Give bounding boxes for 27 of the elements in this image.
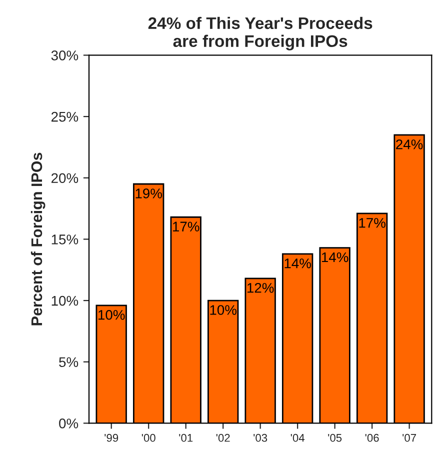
y-tick-label: 25% — [51, 112, 78, 122]
x-tick-label: '01 — [179, 434, 193, 442]
x-tick-label: '06 — [365, 434, 379, 442]
data-label: 17% — [172, 222, 200, 232]
data-label: 12% — [247, 282, 274, 293]
data-label: 10% — [210, 305, 236, 315]
data-label: 17% — [359, 218, 386, 228]
x-tick-label: '04 — [290, 434, 304, 442]
y-tick-label: 5% — [59, 357, 78, 368]
y-tick-label: 20% — [51, 173, 78, 184]
y-axis-title: Percent of Foreign IPOs — [30, 152, 46, 326]
data-label: 19% — [136, 188, 162, 198]
x-tick-label: '07 — [402, 434, 416, 442]
x-tick-label: '99 — [104, 434, 118, 442]
x-tick-label: '03 — [254, 434, 268, 442]
data-label: 24% — [396, 139, 423, 150]
x-tick-label: '00 — [142, 434, 156, 442]
chart-title: 24% of This Year's Proceeds are from Foreign IPOs — [148, 16, 372, 50]
y-tick-label: 15% — [52, 234, 78, 244]
x-tick-label: '02 — [216, 434, 230, 442]
y-tick-label: 10% — [52, 296, 78, 306]
x-tick-label: '05 — [328, 434, 342, 442]
y-tick-label: 30% — [51, 50, 78, 60]
data-label: 14% — [284, 258, 311, 268]
data-label: 14% — [322, 252, 348, 262]
data-label: 10% — [98, 310, 125, 320]
y-tick-label: 0% — [59, 418, 78, 428]
